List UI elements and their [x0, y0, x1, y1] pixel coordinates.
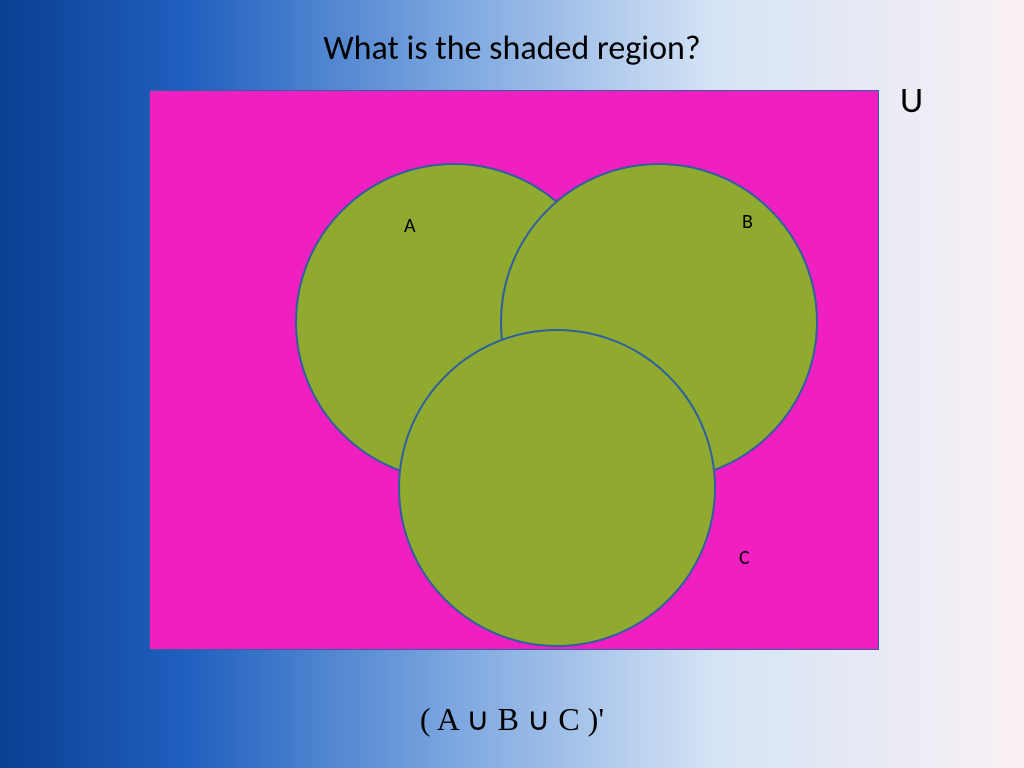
question-title: What is the shaded region?	[0, 28, 1024, 69]
universal-set-label: U	[900, 78, 923, 122]
venn-diagram: A B C	[149, 90, 879, 650]
answer-expression: ( A ∪ B ∪ C )'	[420, 700, 604, 738]
slide: What is the shaded region? U A B C ( A ∪…	[0, 0, 1024, 768]
set-a-label: A	[404, 214, 416, 238]
set-c-label: C	[739, 546, 750, 570]
venn-svg	[149, 90, 879, 650]
set-b-label: B	[742, 210, 753, 234]
